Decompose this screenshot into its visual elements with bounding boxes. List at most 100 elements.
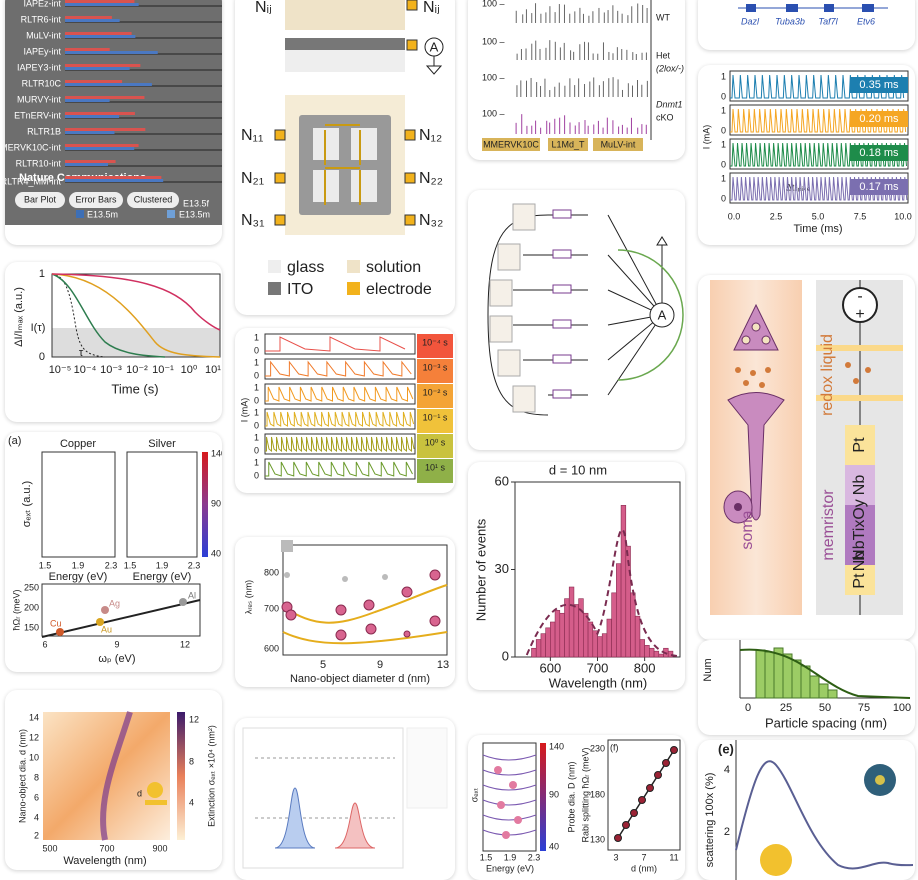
trace: [265, 411, 415, 427]
rabi-plot: σₑₓₜ 1.5 1.9 2.3 Energy (eV) 140 90 40 P…: [469, 739, 681, 873]
decay-plot: 1 0 I(τ) τ ΔI/Iₘₐₓ (a.u.) 10⁻⁵ 10⁻⁴ 10⁻³…: [13, 268, 221, 397]
row-frame: [264, 408, 416, 430]
meter-label: A: [658, 307, 667, 322]
button-label[interactable]: Error Bars: [75, 194, 117, 204]
card[interactable]: I (mA) 0.0 2.5 5.0 7.5 10.0 Time (ms) Δt…: [698, 65, 915, 245]
card[interactable]: soma - + redox liquid Pt Nb NbTixOy Nb P…: [698, 275, 915, 640]
bar: [559, 612, 565, 658]
card[interactable]: IAPEz-int RLTR6-int MuLV-int IAPEy-int I…: [5, 0, 222, 245]
card[interactable]: Dazl Tuba3b Taf7l Etv6: [698, 0, 915, 50]
curve-label: I(τ): [31, 322, 46, 334]
period-label: 10⁻² s: [423, 387, 448, 397]
y-tick-label: 130: [590, 834, 605, 844]
x-axis-label: Particle spacing (nm): [765, 715, 887, 730]
bar: [583, 612, 589, 658]
electrode: [404, 172, 416, 184]
period-label: 10⁻⁴ s: [422, 337, 448, 347]
interval-box: [850, 77, 908, 93]
raster-plot: 100 – 100 – 100 – 100 – WT Het (2lox/-) …: [482, 0, 684, 151]
row-tick: 0: [254, 445, 259, 455]
button-label[interactable]: Clustered: [134, 194, 173, 204]
card[interactable]: d 12 8 4 Extinction σₑₓₜ ×10⁴ (nm²) Nano…: [5, 690, 222, 870]
bar: [540, 633, 546, 658]
y-tick-label: 60: [495, 473, 509, 488]
card[interactable]: d = 10 nm Number of events Wavelength (n…: [468, 462, 685, 690]
y-axis-label: σₑₓₜ: [469, 787, 479, 802]
y-axis-label: ΔI/Iₘₐₓ (a.u.): [13, 287, 25, 347]
point-label: Ag: [109, 598, 120, 608]
card[interactable]: Nᵢⱼ Nᵢⱼ A N₁₁ N₁₂ N₂₁ N₂₂ N₃₁ N₃₂ glass …: [235, 0, 455, 315]
group-label: Dnmt1: [656, 99, 683, 109]
bar: [65, 48, 110, 51]
layer-label: Nb: [851, 475, 868, 496]
card[interactable]: 100 – 100 – 100 – 100 – WT Het (2lox/-) …: [468, 0, 685, 160]
card[interactable]: Num 0 25 50 75 100 Particle spacing (nm): [698, 640, 915, 735]
bar: [65, 32, 132, 35]
point: [96, 618, 104, 626]
bar: [65, 99, 110, 102]
button[interactable]: [15, 192, 65, 208]
panel-title: Silver: [148, 438, 176, 450]
button[interactable]: [127, 192, 179, 208]
bar: [667, 650, 674, 658]
legend-swatch: [347, 260, 360, 273]
colorbar-label: 40: [549, 841, 559, 851]
x-tick-label: 10⁻³: [100, 364, 122, 376]
row-label: IAPEz-int: [23, 0, 61, 8]
row-label: RLTR10C: [22, 78, 62, 88]
electrode: [404, 129, 416, 141]
row-tick: 1: [721, 71, 726, 81]
bar: [611, 592, 617, 658]
swatch: [281, 540, 293, 552]
card[interactable]: σₑₓₜ 1.5 1.9 2.3 Energy (eV) 140 90 40 P…: [468, 735, 685, 880]
element-label: MuLV-int: [601, 139, 636, 149]
x-tick-label: 9: [114, 639, 119, 649]
trace: [265, 436, 415, 453]
bar: [65, 96, 145, 99]
node-label: Nᵢⱼ: [255, 0, 272, 16]
colorbar-title: Extinction σₑₓₜ ×10⁴ (nm²): [206, 725, 216, 827]
x-tick-label: 10⁻⁵: [49, 364, 72, 376]
row-frame: [264, 433, 416, 455]
card[interactable]: 800 700 600 λᵣₑₛ (nm) 5 9 13 Nano-object…: [235, 537, 455, 687]
heatmap: [43, 712, 170, 840]
layer-label: NbTixOy: [851, 499, 868, 561]
colorbar-label: 8: [189, 756, 194, 766]
row-label: RLTR1B: [27, 126, 61, 136]
bar: [554, 610, 561, 658]
x-tick-label: 1.5: [480, 852, 493, 862]
chart-title: d = 10 nm: [549, 462, 607, 477]
card[interactable]: (e) 4 2 scattering 100x (%): [698, 740, 915, 880]
electrode: [274, 214, 286, 226]
bar: [573, 604, 579, 658]
bar: [634, 615, 641, 658]
element-label: MMERVK10C: [483, 139, 539, 149]
gene-label: Dazl: [741, 16, 760, 26]
trace: [730, 74, 905, 99]
y-tick-label: 150: [24, 622, 39, 632]
row-tick: 1: [254, 332, 259, 342]
x-tick-label: 2.3: [105, 560, 118, 570]
card[interactable]: A: [468, 190, 685, 450]
y-tick-label: 600: [264, 643, 279, 653]
x-tick-label: 5.0: [812, 211, 825, 221]
bar: [578, 598, 584, 658]
gene-label: Tuba3b: [775, 16, 805, 26]
fit: [525, 528, 678, 657]
bar: [601, 633, 608, 658]
axes: [482, 742, 537, 852]
ground: [425, 56, 443, 75]
card[interactable]: [235, 718, 455, 880]
scatter-spectrum: (e) 4 2 scattering 100x (%): [704, 740, 914, 880]
element-box: [482, 138, 540, 151]
colorbar: [177, 712, 185, 840]
meter: [649, 302, 675, 328]
button[interactable]: [69, 192, 123, 208]
branches: [617, 249, 684, 381]
card[interactable]: (a) Copper Silver 140 90 40 σₑₓₜ (a.u.) …: [5, 432, 222, 672]
layer-label: Pt: [851, 437, 868, 453]
card[interactable]: I (mA) 1 0 10⁻⁴ s 1 0 10⁻³ s 1 0 10⁻² s 1 0 10⁻¹ s 1…: [235, 328, 455, 493]
colorbar: [202, 452, 208, 557]
card[interactable]: 1 0 I(τ) τ ΔI/Iₘₐₓ (a.u.) 10⁻⁵ 10⁻⁴ 10⁻³…: [5, 262, 222, 422]
button-label[interactable]: Bar Plot: [24, 194, 57, 204]
